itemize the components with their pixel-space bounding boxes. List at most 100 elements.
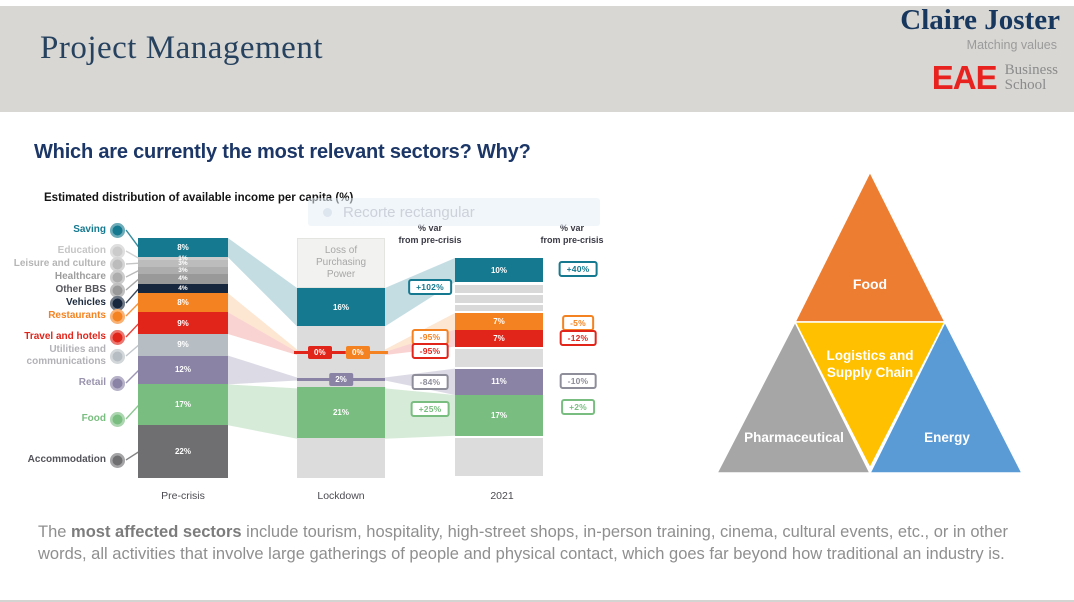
var-badge: +102% (408, 279, 452, 295)
flow-band (228, 384, 297, 439)
chart-segment: 11% (455, 368, 543, 395)
var-badge: -12% (559, 330, 597, 346)
var-badge: -5% (562, 315, 594, 331)
chart-segment: 21% (297, 387, 385, 438)
var-header-lockdown: % var from pre-crisis (398, 223, 462, 246)
chart-segment (297, 437, 385, 478)
healthcare-icon (110, 270, 125, 285)
retail-icon (110, 376, 125, 391)
triangle-food-label: Food (853, 276, 887, 292)
slide-header (0, 6, 1074, 112)
chart-title: Estimated distribution of available inco… (44, 192, 354, 204)
triangle-pharmaceutical (715, 320, 872, 474)
chart-segment: 9% (138, 333, 228, 356)
eae-logo: EAE Business School (900, 59, 1060, 96)
brand-name: Claire Joster (900, 4, 1060, 36)
var-badge: -84% (411, 374, 449, 390)
bottom-divider (0, 600, 1074, 602)
snip-label: Recorte rectangular (343, 203, 475, 221)
chart-segment: 9% (138, 312, 228, 334)
sector-label-leisure-and-culture: Leisure and culture (13, 258, 106, 269)
mini-badge: 0% (308, 346, 332, 359)
triangle-logistics (793, 321, 947, 470)
var-badge: -95% (411, 343, 449, 359)
flow-band (228, 238, 297, 327)
flow-band (228, 312, 297, 355)
mini-badge: 0% (346, 346, 370, 359)
footer-paragraph: The most affected sectors include touris… (38, 523, 1008, 563)
triangle-diagram: Food Logistics and Supply Chain Pharmace… (715, 170, 1024, 474)
chart-segment (455, 305, 543, 311)
utilities-and-communications-icon (110, 349, 125, 364)
education-icon (110, 244, 125, 259)
triangle-energy-label: Energy (924, 430, 970, 445)
vehicles-icon (110, 296, 125, 311)
page-title: Project Management (40, 30, 323, 66)
chart-segment: 17% (455, 394, 543, 436)
triangle-pharmaceutical-label: Pharmaceutical (744, 430, 844, 445)
chart-segment (455, 295, 543, 303)
retail-badge-row: 2% (297, 373, 385, 386)
loss-of-purchasing-power-box: Loss of Purchasing Power (297, 238, 385, 288)
x-label-pre-crisis: Pre-crisis (161, 490, 205, 502)
triangle-logistics-label-1: Logistics and (826, 348, 913, 363)
chart-segment: 4% (138, 273, 228, 284)
chart-segment: 3% (138, 266, 228, 274)
chart-segment: 1% (138, 255, 228, 262)
chart-segment: 7% (455, 313, 543, 330)
sector-label-vehicles: Vehicles (65, 297, 106, 308)
eae-logo-text: EAE (931, 59, 998, 96)
brand-tagline: Matching values (966, 38, 1057, 52)
sector-label-restaurants: Restaurants (48, 310, 106, 321)
chart-segment (455, 285, 543, 293)
sector-label-retail: Retail (78, 377, 106, 388)
travel-and-hotels-icon (110, 330, 125, 345)
saving-icon (110, 223, 125, 238)
x-label-lockdown: Lockdown (317, 490, 365, 502)
chart-segment: 22% (138, 425, 228, 478)
chart-segment: 12% (138, 355, 228, 385)
sector-label-travel-and-hotels: Travel and hotels (24, 331, 106, 342)
x-label-2021: 2021 (490, 490, 514, 502)
brand-block: Claire Joster Matching values EAE Busine… (900, 4, 1060, 96)
column-pre-crisis: 8% 1% 3% 3% 4% 4% 8% 9% 9% 12% 17% 22% (138, 238, 228, 478)
food-icon (110, 412, 125, 427)
restaurants-icon (110, 309, 125, 324)
var-badge: +2% (561, 399, 595, 415)
eae-school-text: Business School (1004, 62, 1058, 93)
sector-label-accommodation: Accommodation (27, 454, 106, 465)
triangle-food (793, 170, 947, 323)
sector-label-utilities-and-communications: Utilities and communications (26, 344, 106, 367)
zero-badge-row: 0% 0% (294, 346, 388, 359)
slide-heading: Which are currently the most relevant se… (34, 141, 531, 163)
chart-segment: 8% (138, 293, 228, 313)
chart-segment: 10% (455, 258, 543, 282)
triangle-energy (868, 320, 1024, 474)
chart-segment: 3% (138, 259, 228, 267)
sector-label-other-bbs: Other BBS (55, 284, 106, 295)
var-header-2021: % var from pre-crisis (540, 223, 604, 246)
snip-overlay: Recorte rectangular (308, 198, 600, 226)
sector-label-food: Food (81, 413, 106, 424)
chart-segment: 7% (455, 329, 543, 347)
accommodation-icon (110, 453, 125, 468)
mini-badge: 2% (329, 373, 353, 386)
var-badge: +25% (410, 401, 450, 417)
var-badge: -10% (559, 373, 597, 389)
sector-label-education: Education (57, 245, 106, 256)
column-2021: 10% 7% 7% 11% 17% (455, 258, 543, 476)
footer-bold-phrase: most affected sectors (71, 523, 242, 541)
chart-segment: 16% (297, 288, 385, 327)
snip-dot-icon (323, 207, 332, 217)
sector-label-healthcare: Healthcare (54, 271, 106, 282)
chart-segment: 8% (138, 238, 228, 258)
chart-segment: 4% (138, 283, 228, 294)
flow-band (228, 293, 297, 352)
chart-segment (455, 437, 543, 476)
flow-band (228, 355, 297, 385)
chart-segment: 17% (138, 384, 228, 426)
var-badge: +40% (558, 261, 598, 277)
sector-label-saving: Saving (73, 224, 106, 235)
other-bbs-icon (110, 283, 125, 298)
